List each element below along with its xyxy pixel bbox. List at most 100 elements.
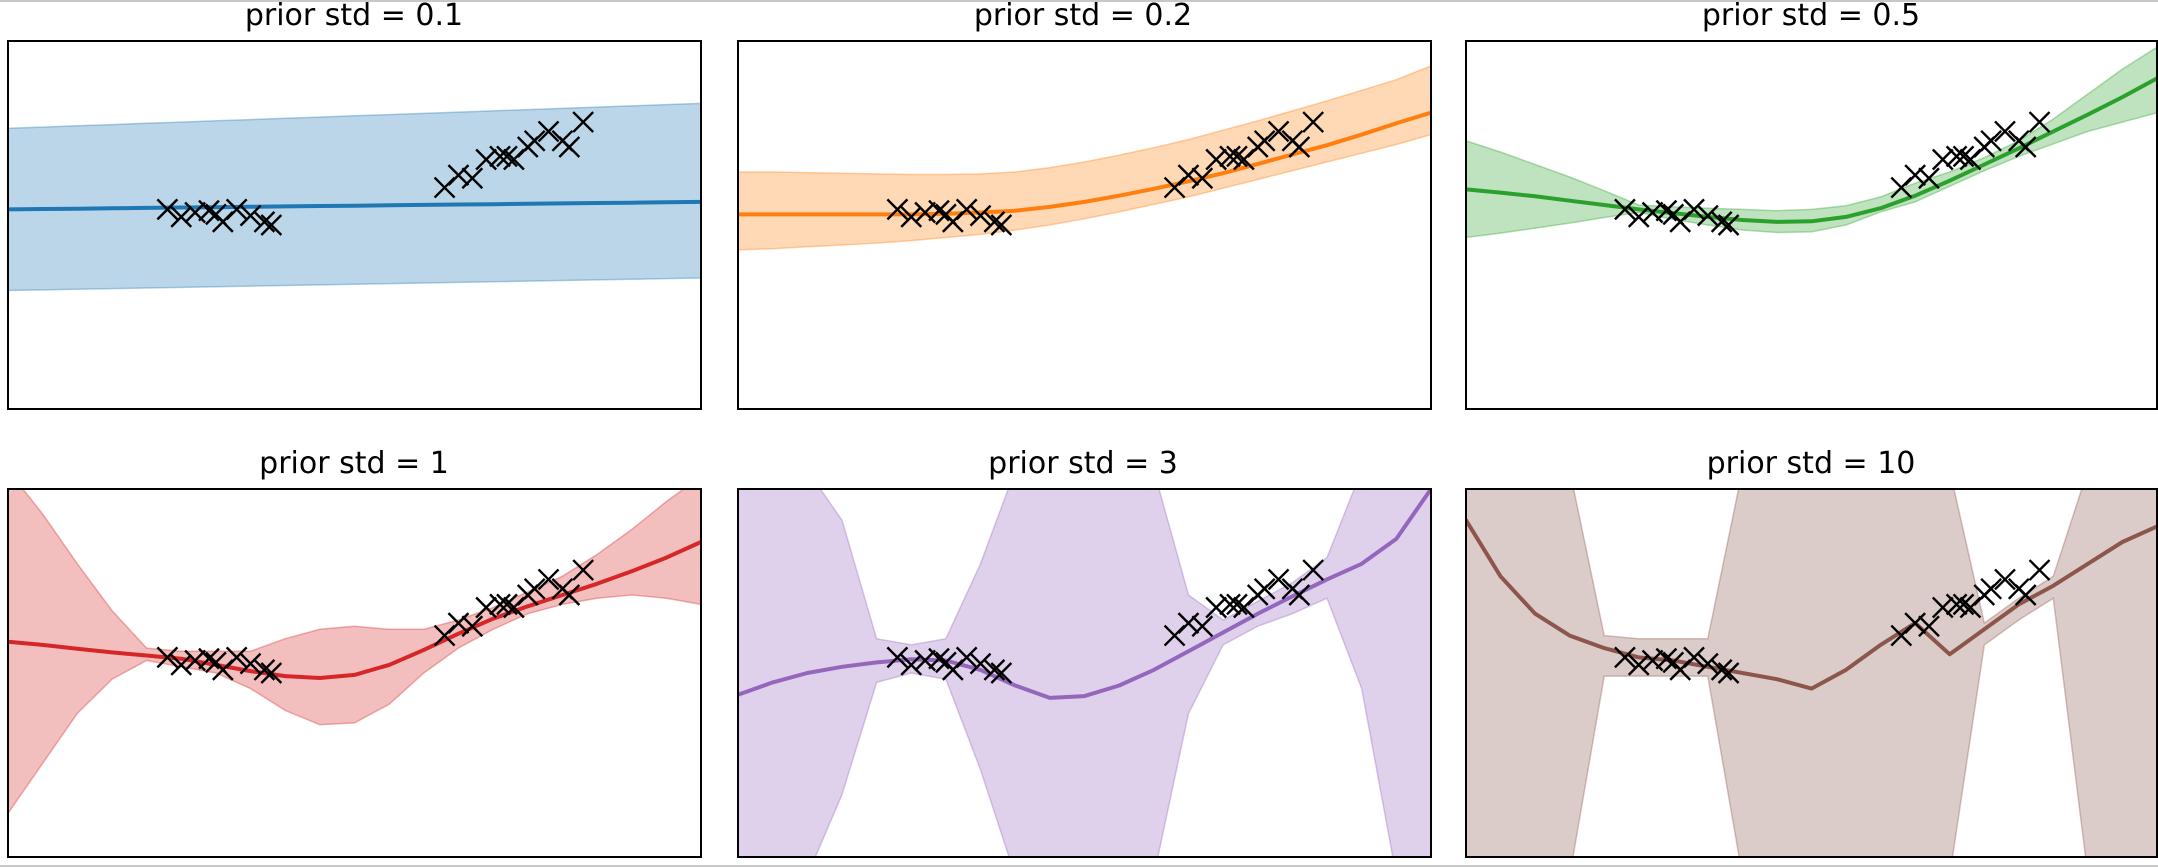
data-point-marker: [225, 198, 248, 221]
data-point-marker: [900, 654, 923, 676]
axes-frame: [1465, 40, 2158, 410]
data-point-marker: [496, 145, 518, 168]
data-point-marker: [1994, 120, 2016, 143]
data-point-marker: [2014, 136, 2037, 158]
mean-line: [738, 489, 1431, 700]
data-point-marker: [1253, 577, 1276, 600]
axes-frame: [737, 40, 1432, 410]
subplot-title: prior std = 10: [1707, 446, 1916, 481]
subplot-title: prior std = 0.2: [974, 0, 1192, 33]
data-point-marker: [1205, 148, 1228, 171]
data-point-marker: [1980, 577, 2003, 600]
axes-frame: [737, 488, 1432, 858]
data-point-marker: [475, 148, 498, 171]
data-point-marker: [1288, 584, 1311, 606]
data-point-marker: [239, 204, 262, 227]
data-point-marker: [1980, 129, 2003, 152]
subplot-prior-std-1: prior std = 1: [7, 446, 702, 858]
data-point-marker: [156, 198, 179, 221]
data-point-marker: [1302, 559, 1325, 581]
subplot-prior-std-0-5: prior std = 0.5: [1465, 0, 2158, 410]
data-point-marker: [523, 129, 546, 152]
data-point-marker: [572, 559, 595, 581]
data-point-marker: [198, 647, 220, 670]
data-point-marker: [1191, 615, 1214, 638]
data-point-marker: [1614, 646, 1636, 669]
data-point-marker: [1717, 214, 1740, 236]
data-point-marker: [1945, 145, 1968, 168]
data-point-marker: [1614, 198, 1636, 221]
data-point-marker: [1710, 211, 1733, 233]
data-point-marker: [1302, 111, 1325, 133]
data-point-marker: [886, 646, 909, 669]
data-point-marker: [475, 596, 498, 619]
data-point-marker: [1655, 199, 1678, 222]
data-point-marker: [447, 164, 470, 186]
data-point-marker: [260, 662, 283, 684]
data-point-marker: [1952, 593, 1975, 616]
plot-area: [8, 489, 701, 815]
uncertainty-band: [8, 489, 701, 815]
data-point-marker: [983, 211, 1006, 233]
mean-line: [8, 199, 701, 212]
data-point-marker: [983, 659, 1006, 681]
data-point-marker: [1717, 662, 1740, 684]
data-point-marker: [447, 612, 470, 634]
data-point-marker: [198, 199, 220, 222]
data-point-marker: [1697, 204, 1719, 227]
data-point-marker: [523, 577, 546, 600]
data-point-marker: [1219, 145, 1241, 168]
data-point-marker: [955, 646, 978, 669]
data-point-marker: [969, 652, 992, 675]
mean-line: [8, 540, 701, 680]
data-point-marker: [170, 654, 193, 676]
data-point-marker: [1945, 593, 1968, 616]
subplot-title: prior std = 0.1: [245, 0, 463, 33]
uncertainty-band: [8, 102, 701, 292]
data-point-marker: [170, 206, 193, 228]
data-point-marker: [461, 615, 484, 638]
data-point-marker: [1219, 593, 1241, 616]
subplot-prior-std-0-2: prior std = 0.2: [737, 0, 1432, 410]
data-point-marker: [253, 659, 276, 681]
data-point-marker: [1205, 596, 1228, 619]
data-point-marker: [496, 593, 518, 616]
subplot-prior-std-3: prior std = 3: [737, 446, 1432, 858]
data-point-marker: [489, 145, 511, 168]
plot-area: [1466, 46, 2157, 239]
data-point-marker: [1655, 647, 1678, 670]
data-point-marker: [1627, 206, 1650, 228]
data-point-marker: [537, 120, 560, 143]
plot-area: [1466, 489, 2157, 857]
data-point-marker: [461, 167, 484, 190]
data-point-marker: [2014, 584, 2037, 606]
data-point-marker: [1710, 659, 1733, 681]
data-point-marker: [253, 211, 276, 233]
data-point-marker: [2028, 559, 2051, 581]
data-point-marker: [928, 199, 950, 222]
axes-frame: [7, 488, 702, 858]
data-point-marker: [2028, 111, 2051, 133]
mean-line: [738, 110, 1431, 217]
data-point-marker: [1267, 120, 1290, 143]
uncertainty-band: [738, 489, 1431, 857]
data-point-marker: [1683, 198, 1705, 221]
data-point-marker: [260, 214, 283, 236]
data-point-marker: [572, 111, 595, 133]
data-point-marker: [225, 646, 248, 669]
data-point-marker: [1177, 164, 1200, 186]
subplot-prior-std-10: prior std = 10: [1465, 446, 2158, 858]
data-point-marker: [1931, 596, 1954, 619]
data-point-marker: [1952, 145, 1975, 168]
data-point-marker: [489, 593, 511, 616]
plot-area: [8, 102, 701, 292]
axes-frame: [1465, 488, 2158, 858]
data-point-marker: [900, 206, 923, 228]
plot-area: [738, 65, 1431, 251]
subplot-title: prior std = 0.5: [1702, 0, 1920, 33]
mean-line: [1466, 518, 2157, 691]
subplot-prior-std-0-1: prior std = 0.1: [7, 0, 702, 410]
data-point-marker: [1918, 615, 1940, 638]
